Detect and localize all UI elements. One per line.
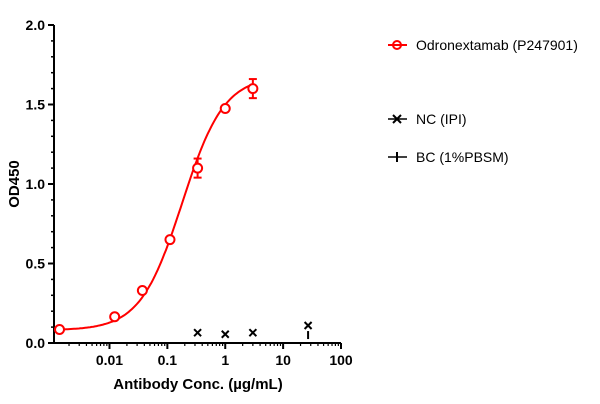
legend-x-icon (392, 114, 402, 124)
fit-curve (59, 83, 254, 331)
y-tick-label: 1.0 (26, 176, 46, 192)
data-point-odronextamab (164, 234, 176, 246)
legend-label: NC (IPI) (416, 111, 467, 127)
x-tick-label: 0.1 (158, 352, 178, 368)
data-point-nc (303, 321, 313, 330)
data-point-nc (248, 328, 258, 337)
x-tick-label: 10 (275, 352, 291, 368)
data-point-odronextamab (192, 162, 204, 174)
x-axis-label: Antibody Conc. (µg/mL) (113, 376, 282, 393)
data-point-odronextamab (219, 102, 231, 114)
axes: 0.0 0.5 1.0 1.5 2.0 0.01 0.1 1 10 100 (26, 17, 353, 368)
marks (54, 78, 313, 340)
y-axis-label: OD450 (6, 160, 23, 208)
legend-label: Odronextamab (P247901) (416, 37, 578, 53)
legend-circle-icon (392, 40, 402, 50)
data-point-nc (193, 328, 202, 337)
legend-item-odronextamab: Odronextamab (P247901) (388, 37, 578, 53)
legend-label: BC (1%PBSM) (416, 149, 509, 165)
legend-item-nc: NC (IPI) (388, 111, 467, 127)
legend-item-bc: BC (1%PBSM) (388, 149, 509, 165)
x-tick-label: 1 (221, 352, 229, 368)
y-tick-label: 0.0 (26, 335, 46, 351)
data-point-odronextamab (247, 83, 259, 95)
y-tick-label: 1.5 (26, 97, 46, 113)
data-point-nc (221, 330, 230, 339)
legend: Odronextamab (P247901) NC (IPI) BC (1%PB… (388, 37, 578, 165)
y-tick-label: 0.5 (26, 256, 46, 272)
x-tick-label: 100 (329, 352, 353, 368)
data-point-odronextamab (109, 311, 121, 323)
y-tick-label: 2.0 (26, 17, 46, 33)
x-tick-label: 0.01 (96, 352, 123, 368)
data-point-odronextamab (136, 285, 148, 297)
data-point-odronextamab (54, 323, 66, 335)
